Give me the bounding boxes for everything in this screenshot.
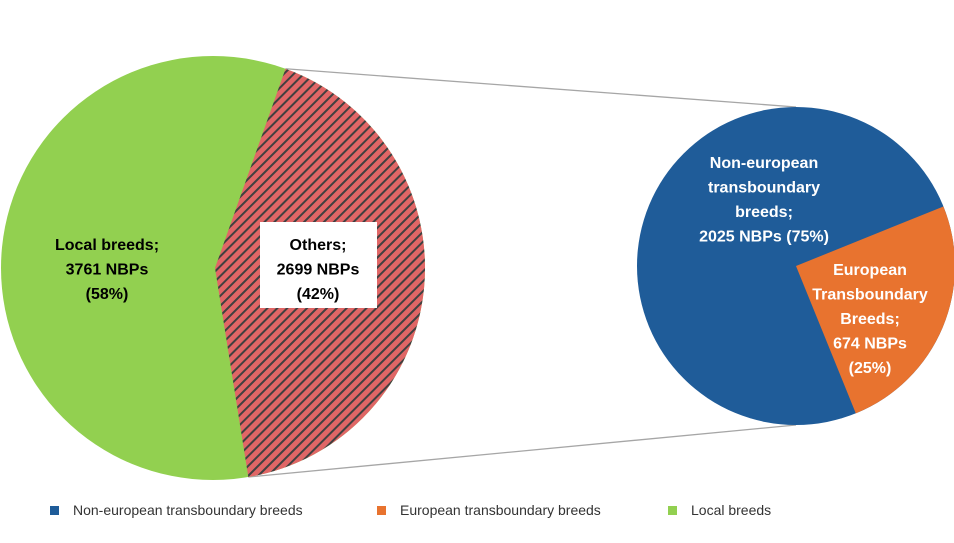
slice-european [796,206,954,414]
legend-item-non-european: Non-european transboundary breeds [50,502,303,518]
sub-pie: Non-european transboundary breeds; 2025 NBP… [637,107,954,425]
legend-swatch-non-european [50,505,59,515]
legend-swatch-local [668,505,677,515]
legend: Non-european transboundary breeds Europe… [0,502,954,526]
label-others-box [260,222,377,308]
connector-line-bottom [248,424,797,478]
legend-label-non-european: Non-european transboundary breeds [73,502,303,518]
legend-item-european: European transboundary breeds [377,502,601,518]
label-others: Others; 2699 NBPs (42%) [277,237,360,303]
label-local-breeds: Local breeds; 3761 NBPs (58%) [55,237,159,303]
legend-item-local: Local breeds [668,502,771,518]
legend-swatch-european [377,505,386,515]
legend-label-local: Local breeds [691,502,772,518]
label-non-european: Non-european transboundary breeds; 2025 NBP… [699,155,829,246]
main-pie: Local breeds; 3761 NBPs (58%) Others; 2699 N… [1,56,425,480]
legend-label-european: European transboundary breeds [400,502,601,518]
label-european: European Transboundary Breeds; 674 NBPs (25%… [812,262,928,377]
connector-line-top [285,68,797,108]
